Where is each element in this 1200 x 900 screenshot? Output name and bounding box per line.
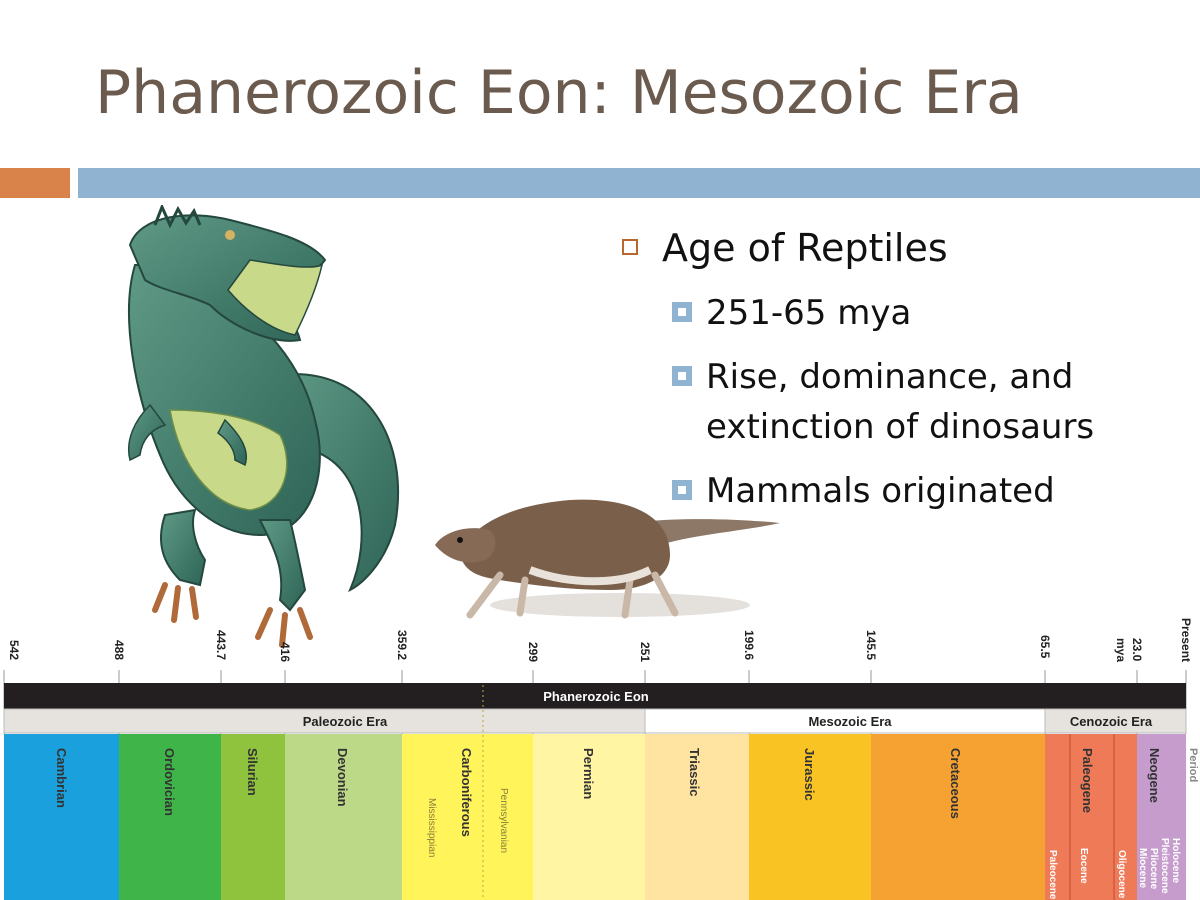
slide-title: Phanerozoic Eon: Mesozoic Era: [95, 58, 1023, 128]
period-label: Carboniferous: [459, 748, 474, 837]
bullet-sub-1: 251-65 mya: [620, 288, 1180, 338]
bullet-sub-2: Rise, dominance, and extinction of dinos…: [620, 352, 1180, 452]
tick-label: Present: [1179, 618, 1193, 662]
tick-label: 299: [526, 642, 540, 662]
epoch-label: Pliocene: [1148, 848, 1159, 890]
accent-bar-orange: [0, 168, 70, 198]
period-label: Triassic: [687, 748, 702, 796]
period-block-jurassic: [749, 734, 871, 900]
accent-bar-blue: [78, 168, 1200, 198]
subperiod-label: Mississippian: [426, 798, 437, 857]
tick-label: mya: [1114, 638, 1128, 662]
epoch-label: Miocene: [1137, 848, 1148, 888]
era-label: Mesozoic Era: [808, 714, 892, 729]
early-mammal-illustration: [435, 499, 780, 619]
bullet-square-filled-icon: [672, 302, 692, 322]
bullet-list: Age of Reptiles 251-65 mya Rise, dominan…: [620, 222, 1180, 516]
bullet-sub-text: 251-65 mya: [706, 293, 912, 333]
bullet-main-text: Age of Reptiles: [662, 226, 948, 270]
period-label: Cambrian: [54, 748, 69, 808]
epoch-label: Paleocene: [1047, 850, 1058, 900]
geologic-timeline: 542 488 443.7 416 359.2 299 251 199.6 14…: [3, 618, 1199, 900]
eon-bar: [4, 683, 1186, 709]
period-block-cambrian: [4, 734, 119, 900]
eon-label: Phanerozoic Eon: [543, 689, 649, 704]
tick-label: 65.5: [1038, 635, 1052, 659]
period-block-paleogene: [1045, 734, 1137, 900]
era-label: Cenozoic Era: [1070, 714, 1153, 729]
era-bar-cenozoic: [1044, 708, 1187, 734]
epoch-label: Oligocene: [1116, 850, 1127, 899]
bullet-sub-text-line-1: Rise, dominance, and: [706, 357, 1074, 397]
subperiod-label: Pennsylvanian: [498, 788, 509, 853]
period-label: Cretaceous: [948, 748, 963, 819]
tick-label: 542: [7, 640, 21, 660]
bullet-square-icon: [622, 239, 638, 255]
tick-label: 145.5: [864, 630, 878, 660]
period-block-cretaceous: [871, 734, 1045, 900]
bullet-sub-3: Mammals originated: [620, 466, 1180, 516]
quaternary-partial-label: Period: [1187, 748, 1199, 782]
period-block-carboniferous: [402, 734, 533, 900]
dinosaur-illustration: [128, 205, 400, 648]
epoch-label: Holocene: [1170, 838, 1181, 883]
era-bar-mesozoic: [644, 708, 1046, 734]
tick-label: 443.7: [214, 630, 228, 660]
tick-label: 416: [278, 642, 292, 662]
epoch-label: Pleistocene: [1159, 838, 1170, 894]
period-block-silurian: [221, 734, 285, 900]
bullet-square-filled-icon: [672, 480, 692, 500]
bullet-square-filled-icon: [672, 366, 692, 386]
period-label: Paleogene: [1080, 748, 1095, 813]
tick-label: 359.2: [395, 630, 409, 660]
tick-label: 488: [112, 640, 126, 660]
period-label: Devonian: [335, 748, 350, 807]
period-block-triassic: [645, 734, 749, 900]
period-block-neogene: [1137, 734, 1186, 900]
period-label: Jurassic: [802, 748, 817, 801]
period-block-devonian: [285, 734, 402, 900]
period-label: Ordovician: [162, 748, 177, 816]
period-label: Neogene: [1147, 748, 1162, 803]
period-blocks: [4, 734, 1186, 900]
era-label: Paleozoic Era: [303, 714, 388, 729]
bullet-sub-text-line-2: extinction of dinosaurs: [706, 407, 1095, 447]
tick-label: 199.6: [742, 630, 756, 660]
period-block-permian: [533, 734, 645, 900]
period-block-ordovician: [119, 734, 221, 900]
tick-label: 251: [638, 642, 652, 662]
period-label: Permian: [581, 748, 596, 799]
epoch-label: Eocene: [1078, 848, 1089, 884]
bullet-main: Age of Reptiles: [620, 222, 1180, 274]
bullet-sub-text: Mammals originated: [706, 471, 1055, 511]
tick-label: 23.0: [1130, 638, 1144, 662]
period-label: Silurian: [245, 748, 260, 796]
